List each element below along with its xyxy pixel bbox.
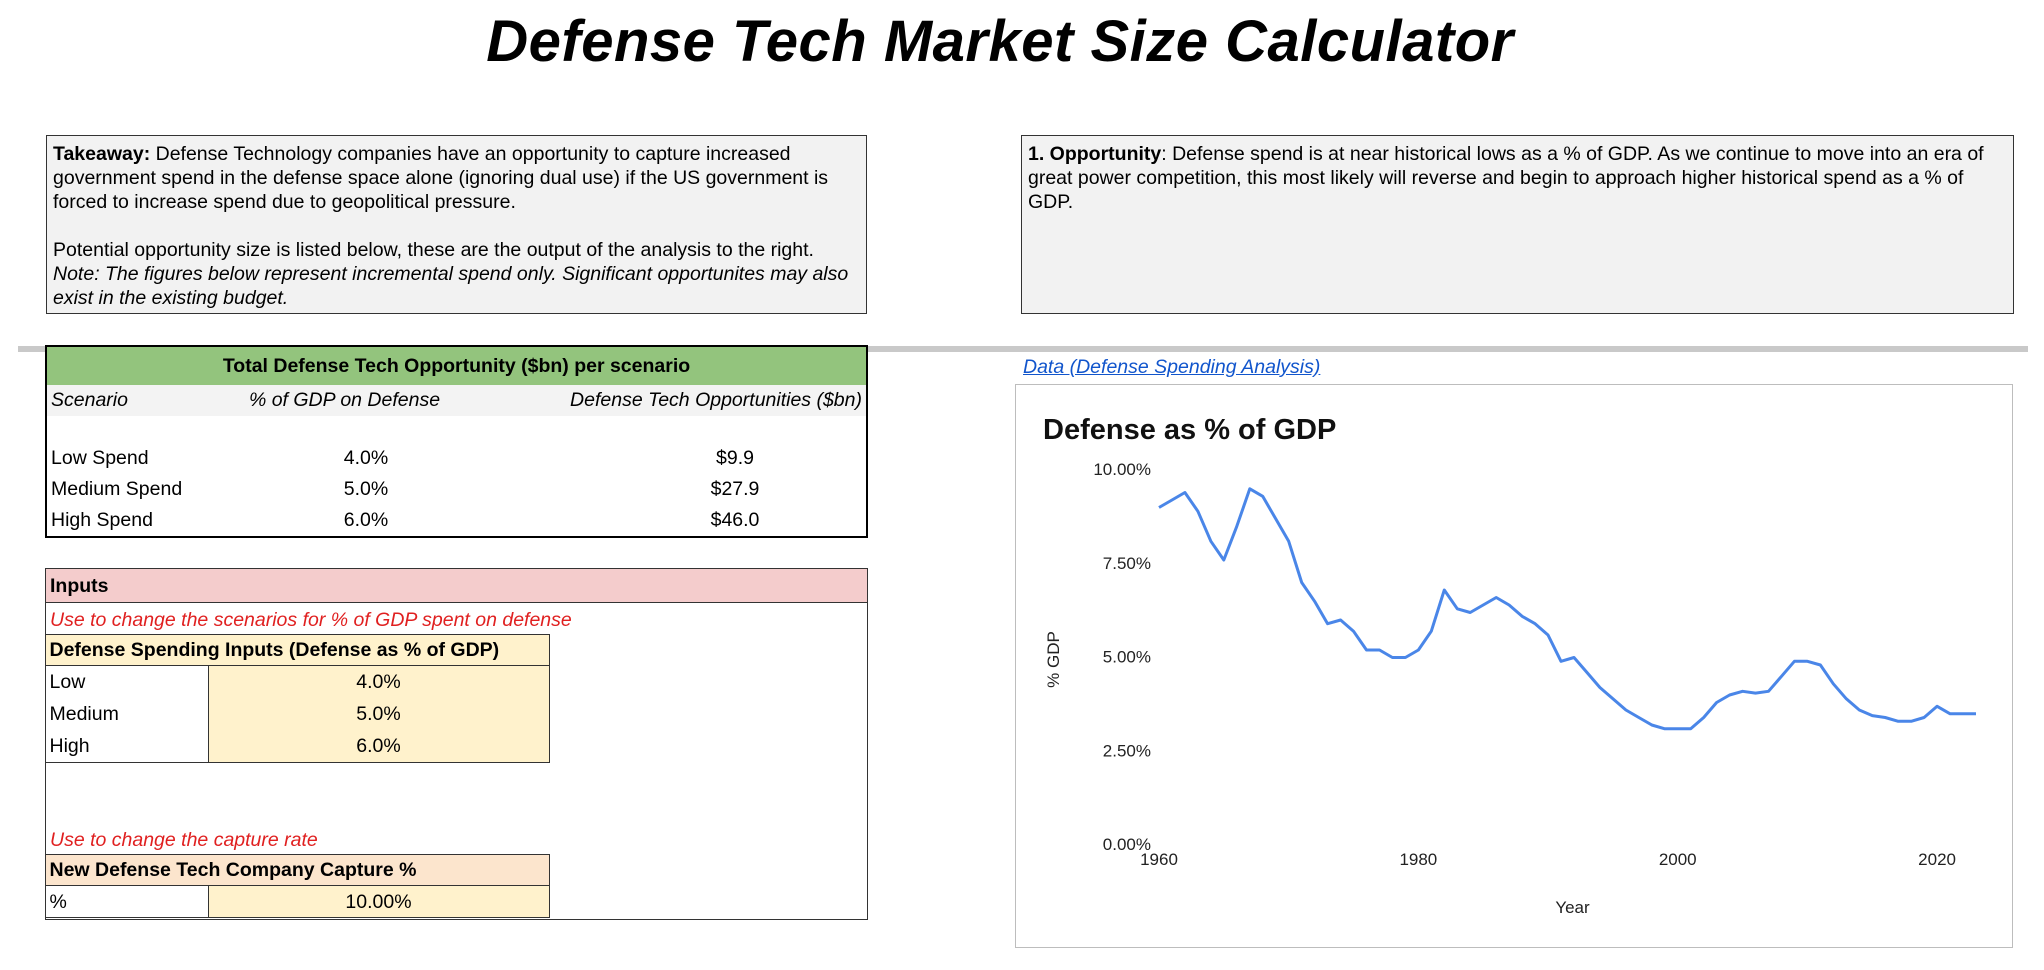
table-row[interactable]: High Spend 6.0% $46.0 — [47, 505, 866, 536]
opportunity-cell: $9.9 — [716, 447, 754, 469]
opportunity-table-header: Total Defense Tech Opportunity ($bn) per… — [47, 347, 866, 385]
input-value-medium[interactable]: 5.0% — [207, 698, 549, 730]
y-tick-label: 7.50% — [1103, 554, 1151, 573]
x-axis-label: Year — [1555, 898, 1590, 917]
opportunity-cell: $27.9 — [710, 478, 760, 500]
gdp-cell: 4.0% — [343, 447, 389, 469]
capture-header: New Defense Tech Company Capture % — [45, 855, 549, 886]
capture-note: Use to change the capture rate — [50, 829, 318, 851]
input-value-low[interactable]: 4.0% — [207, 666, 549, 698]
capture-table: New Defense Tech Company Capture % % 10.… — [44, 854, 550, 918]
takeaway-note: Note: The figures below represent increm… — [53, 263, 849, 309]
inputs-panel: Inputs Use to change the scenarios for %… — [44, 568, 868, 920]
y-tick-label: 5.00% — [1103, 648, 1151, 667]
opportunity-paragraph: 1. Opportunity: Defense spend is at near… — [1028, 142, 2007, 214]
spending-inputs-header: Defense Spending Inputs (Defense as % of… — [45, 635, 549, 666]
gdp-cell: 6.0% — [343, 509, 389, 531]
inputs-header: Inputs — [46, 569, 867, 603]
opportunity-label: 1. Opportunity — [1028, 143, 1162, 165]
column-header-opportunities: Defense Tech Opportunities ($bn) — [570, 389, 862, 411]
input-row-low: Low 4.0% — [46, 666, 549, 698]
y-tick-label: 0.00% — [1103, 835, 1151, 854]
capture-value[interactable]: 10.00% — [207, 886, 549, 917]
input-row-medium: Medium 5.0% — [46, 698, 549, 730]
series-line-0 — [1158, 487, 1976, 731]
data-source-link[interactable]: Data (Defense Spending Analysis) — [1023, 356, 1321, 378]
input-row-high: High 6.0% — [46, 730, 549, 762]
chart-container: Defense as % of GDP 0.00% 2.50% 5.00% 7.50% 1… — [1015, 384, 2013, 948]
input-value-high[interactable]: 6.0% — [207, 730, 549, 762]
page-title: Defense Tech Market Size Calculator — [486, 9, 1514, 74]
section-divider — [18, 346, 2028, 352]
takeaway-line2: Potential opportunity size is listed bel… — [53, 239, 814, 261]
input-label: Medium — [49, 703, 119, 725]
y-axis-label: % GDP — [1044, 631, 1063, 688]
y-tick-label: 2.50% — [1103, 741, 1151, 760]
y-tick-label: 10.00% — [1093, 460, 1151, 479]
capture-label: % — [49, 891, 67, 913]
table-spacer-row — [47, 416, 866, 443]
opportunity-box: 1. Opportunity: Defense spend is at near… — [1021, 135, 2014, 314]
scenario-note: Use to change the scenarios for % of GDP… — [50, 609, 572, 631]
table-row[interactable]: Low Spend 4.0% $9.9 — [47, 443, 866, 474]
table-row[interactable]: Medium Spend 5.0% $27.9 — [47, 474, 866, 505]
opportunity-text: : Defense spend is at near historical lo… — [1028, 143, 1984, 213]
gdp-cell: 5.0% — [343, 478, 389, 500]
takeaway-text: Defense Technology companies have an opp… — [53, 143, 829, 213]
takeaway-label: Takeaway: — [53, 143, 151, 165]
capture-row: % 10.00% — [46, 886, 549, 917]
x-tick-label: 1980 — [1399, 850, 1437, 869]
input-label: High — [49, 735, 90, 757]
chart-title: Defense as % of GDP — [1043, 414, 1336, 446]
column-header-scenario: Scenario — [51, 389, 128, 411]
x-tick-label: 2000 — [1659, 850, 1697, 869]
column-header-gdp: % of GDP on Defense — [248, 389, 441, 411]
takeaway-box: Takeaway: Defense Technology companies h… — [46, 135, 867, 314]
opportunity-table: Total Defense Tech Opportunity ($bn) per… — [45, 345, 868, 538]
spending-inputs-table: Defense Spending Inputs (Defense as % of… — [44, 634, 550, 763]
scenario-cell: Medium Spend — [51, 478, 183, 500]
input-label: Low — [49, 671, 86, 693]
opportunity-cell: $46.0 — [710, 509, 760, 531]
line-chart: Defense as % of GDP 0.00% 2.50% 5.00% 7.50% 1… — [1043, 414, 1976, 917]
scenario-cell: Low Spend — [51, 447, 149, 469]
x-tick-label: 1960 — [1140, 850, 1178, 869]
scenario-cell: High Spend — [51, 509, 153, 531]
x-tick-label: 2020 — [1918, 850, 1956, 869]
takeaway-paragraph: Takeaway: Defense Technology companies h… — [53, 142, 860, 214]
opportunity-table-column-headers: Scenario % of GDP on Defense Defense Tec… — [47, 385, 866, 416]
